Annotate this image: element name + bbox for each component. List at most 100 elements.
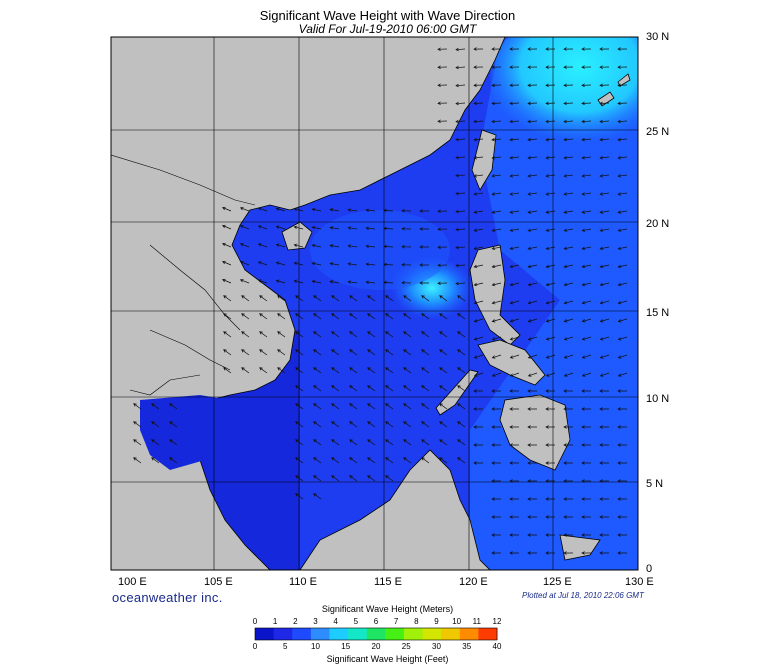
wave-arrow — [617, 282, 628, 287]
wave-arrow — [581, 300, 592, 305]
wave-arrow — [403, 439, 412, 446]
wave-arrow — [545, 515, 555, 519]
wave-arrow — [349, 457, 358, 464]
wave-arrow — [421, 367, 430, 374]
wave-arrow — [133, 439, 142, 446]
wave-arrow — [509, 515, 519, 519]
colorbar-feet-tick: 5 — [283, 642, 288, 651]
wave-arrow — [527, 497, 537, 501]
wave-arrow — [385, 313, 394, 320]
wave-arrow — [527, 354, 538, 359]
wave-arrow — [277, 349, 286, 356]
colorbar-feet-tick: 15 — [341, 642, 351, 651]
map-frame — [110, 36, 639, 571]
wave-arrow — [313, 403, 322, 410]
wave-arrow — [599, 47, 610, 51]
wave-arrow — [563, 192, 574, 196]
map-title: Significant Wave Height with Wave Direct… — [259, 8, 516, 23]
wave-arrow — [473, 192, 484, 196]
wave-arrow — [563, 83, 574, 88]
colorbar-swatch — [292, 628, 312, 640]
colorbar-feet-tick: 35 — [462, 642, 472, 651]
wave-arrow — [545, 300, 556, 305]
wave-arrow — [545, 533, 555, 537]
wave-arrow — [509, 443, 519, 447]
wave-arrow — [222, 224, 232, 230]
wave-arrow — [349, 349, 358, 356]
wave-arrow — [617, 336, 628, 341]
country-borders — [111, 154, 256, 396]
wave-arrow — [277, 331, 286, 338]
wave-arrow — [473, 354, 484, 359]
wave-arrow — [563, 246, 574, 251]
wave-arrow — [401, 208, 412, 213]
wave-arrow — [527, 264, 538, 269]
wave-arrow — [617, 497, 627, 501]
wave-arrow — [473, 461, 483, 465]
wave-arrow — [491, 119, 502, 124]
wave-arrow — [509, 407, 519, 411]
wave-arrow — [259, 331, 268, 338]
wave-arrow — [311, 207, 322, 212]
wave-arrow — [421, 385, 430, 392]
wave-arrow — [581, 551, 591, 555]
wave-arrow — [581, 497, 591, 501]
wave-arrow — [349, 439, 358, 446]
wave-arrow — [457, 295, 466, 302]
wave-arrow — [599, 174, 610, 178]
wave-arrow — [347, 244, 358, 248]
wave-arrow — [509, 282, 520, 287]
wave-arrow — [581, 210, 592, 214]
wave-arrow — [295, 295, 304, 302]
wave-arrow — [437, 65, 448, 70]
wave-arrow — [133, 457, 142, 464]
wave-arrow — [617, 533, 627, 537]
wave-arrow — [545, 282, 556, 287]
wave-arrow — [491, 192, 502, 196]
wave-arrow — [385, 367, 394, 374]
wave-arrow — [581, 282, 592, 287]
wave-arrow — [491, 425, 501, 429]
wave-arrow — [491, 515, 501, 519]
wave-arrow — [491, 65, 502, 69]
wave-arrow — [439, 367, 448, 374]
wave-arrow — [599, 264, 610, 269]
wave-arrow — [563, 318, 574, 323]
wave-arrow — [439, 313, 448, 320]
wave-arrow — [367, 367, 376, 374]
wave-arrow — [617, 101, 628, 106]
wave-arrow — [275, 243, 286, 248]
wave-arrow — [457, 403, 466, 410]
wave-arrow — [455, 65, 466, 70]
wave-arrow — [385, 349, 394, 356]
wave-arrow — [367, 313, 376, 320]
wave-arrow — [617, 119, 628, 124]
wave-arrow — [617, 372, 628, 377]
wave-arrow — [563, 210, 574, 214]
wave-arrow — [367, 475, 376, 482]
wave-arrow — [401, 226, 412, 231]
wave-arrow — [349, 475, 358, 482]
wave-arrow — [581, 443, 591, 447]
wave-arrow — [419, 263, 429, 267]
wave-arrow — [401, 280, 412, 285]
wave-arrow — [563, 461, 573, 465]
gulf-of-thailand — [140, 395, 230, 470]
wave-arrow — [581, 425, 591, 429]
colorbar-meters-tick: 7 — [393, 617, 399, 626]
wave-arrow — [457, 421, 466, 428]
wave-arrow — [169, 421, 178, 428]
brand-logo: oceanweather inc. — [112, 590, 223, 605]
wave-arrow — [599, 210, 610, 214]
wave-arrow — [599, 246, 610, 251]
wave-arrow — [563, 354, 574, 359]
colorbar-meters-tick: 12 — [492, 617, 502, 626]
wave-arrow — [151, 457, 160, 464]
wave-arrow — [491, 389, 501, 393]
wave-arrow — [581, 264, 592, 269]
wave-arrow — [527, 372, 538, 377]
wave-arrow — [599, 425, 609, 429]
wave-arrow — [439, 295, 448, 302]
wave-arrow — [293, 279, 304, 284]
wave-arrow — [545, 119, 556, 124]
